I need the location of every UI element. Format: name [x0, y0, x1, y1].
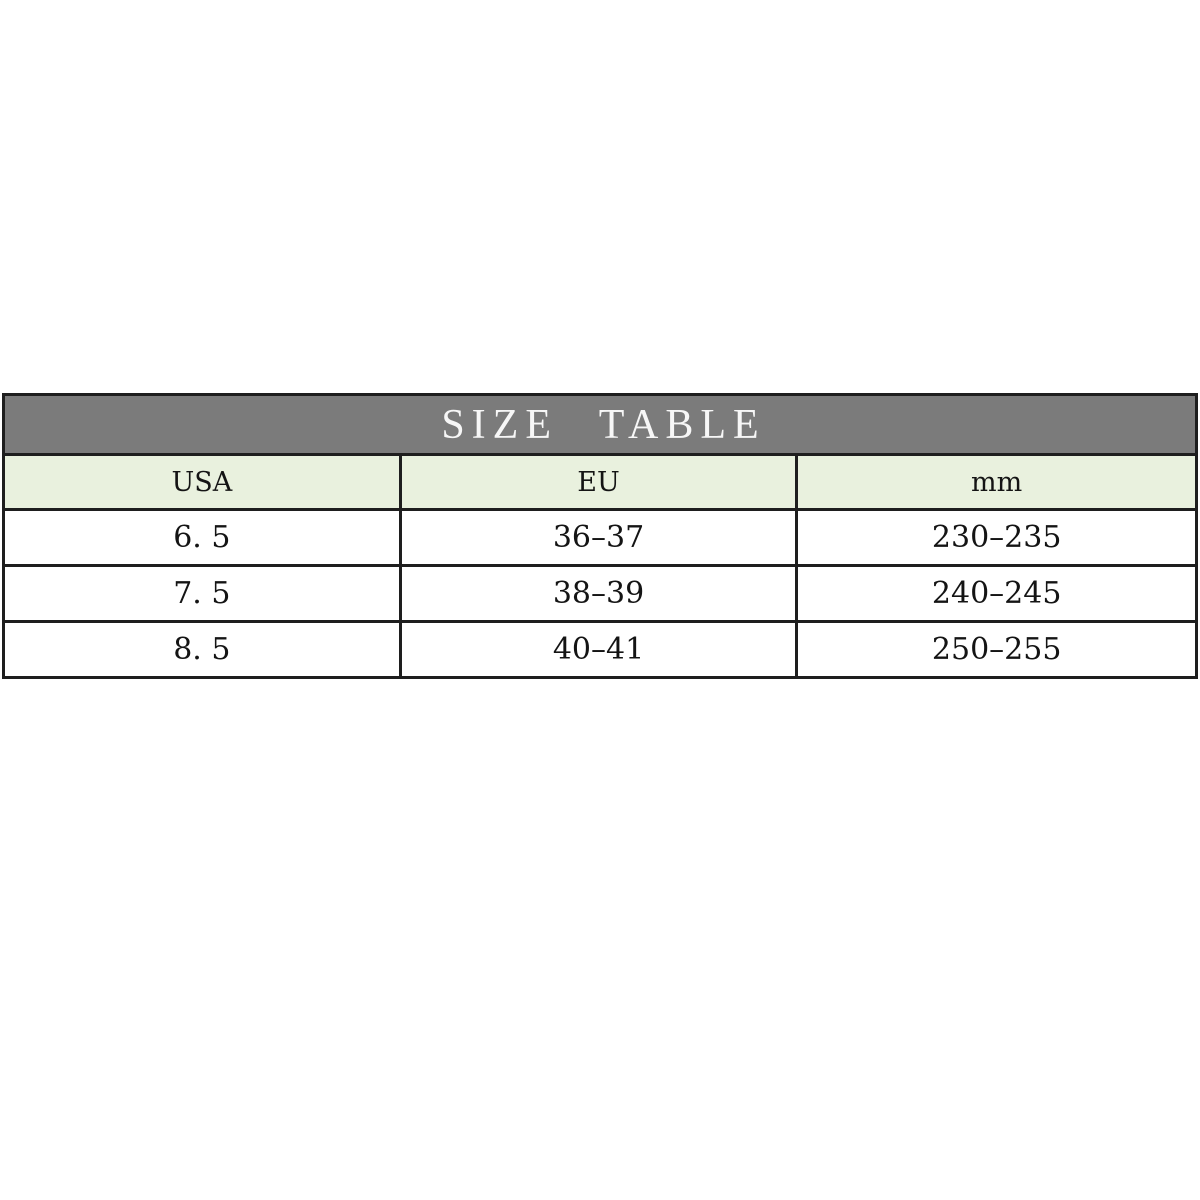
cell-row2-usa: 7. 5 — [5, 567, 402, 623]
size-table: SIZE TABLE USA EU mm 6. 5 36–37 230–235 … — [2, 393, 1198, 679]
column-header-eu: EU — [401, 456, 799, 511]
cell-row2-mm: 240–245 — [798, 567, 1195, 623]
cell-row3-usa: 8. 5 — [5, 623, 402, 676]
cell-row3-eu: 40–41 — [401, 623, 799, 676]
cell-row1-mm: 230–235 — [798, 511, 1195, 567]
cell-row1-usa: 6. 5 — [5, 511, 402, 567]
cell-row2-eu: 38–39 — [401, 567, 799, 623]
column-header-usa: USA — [5, 456, 402, 511]
cell-row3-mm: 250–255 — [798, 623, 1195, 676]
size-table-grid: USA EU mm 6. 5 36–37 230–235 7. 5 38–39 … — [5, 456, 1195, 676]
cell-row1-eu: 36–37 — [401, 511, 799, 567]
size-table-title: SIZE TABLE — [5, 396, 1195, 456]
column-header-mm: mm — [798, 456, 1195, 511]
